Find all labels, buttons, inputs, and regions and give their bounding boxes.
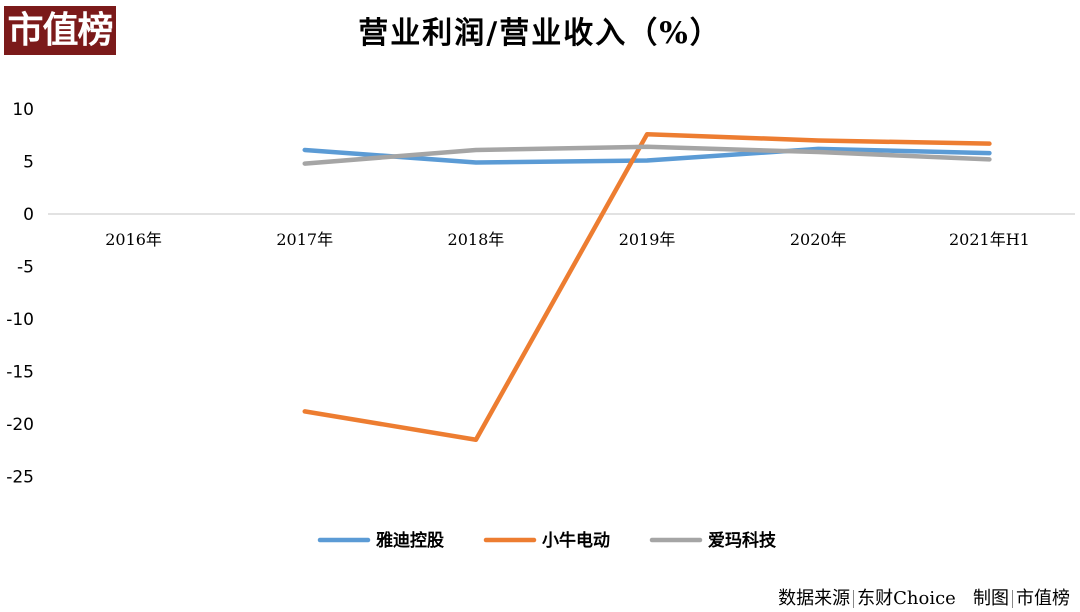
brand-logo: 市值榜 bbox=[4, 6, 116, 55]
y-tick-label: 5 bbox=[23, 153, 34, 173]
y-tick-label: -20 bbox=[6, 415, 34, 435]
maker-divider bbox=[1012, 590, 1013, 608]
x-tick-label: 2020年 bbox=[790, 230, 847, 249]
y-tick-label: 0 bbox=[23, 205, 34, 225]
y-tick-label: -5 bbox=[17, 258, 34, 278]
y-tick-label: -10 bbox=[6, 310, 34, 330]
source-divider bbox=[853, 590, 855, 608]
source-label: 数据来源 bbox=[778, 588, 851, 609]
y-tick-label: 10 bbox=[12, 100, 34, 120]
y-tick-label: -25 bbox=[6, 468, 34, 488]
x-tick-label: 2021年H1 bbox=[949, 230, 1030, 249]
x-tick-label: 2018年 bbox=[448, 230, 505, 249]
x-tick-label: 2017年 bbox=[276, 230, 333, 249]
y-tick-label: -15 bbox=[6, 363, 34, 383]
legend-label: 雅迪控股 bbox=[375, 530, 444, 551]
legend-label: 小牛电动 bbox=[542, 530, 610, 551]
x-tick-label: 2016年 bbox=[105, 230, 162, 249]
series-line bbox=[302, 144, 992, 166]
made-by-label: 制图 bbox=[973, 588, 1009, 609]
source-note: 数据来源 东财Choice 制图 市值榜 bbox=[778, 584, 1070, 610]
x-tick-label: 2019年 bbox=[619, 230, 676, 249]
maker-name: 市值榜 bbox=[1016, 588, 1070, 609]
series-line bbox=[302, 131, 992, 442]
legend-label: 爱玛科技 bbox=[708, 530, 777, 551]
series-line bbox=[302, 146, 992, 165]
source-name: 东财Choice bbox=[857, 588, 956, 609]
chart-title: 营业利润/营业收入（%） bbox=[358, 16, 722, 51]
